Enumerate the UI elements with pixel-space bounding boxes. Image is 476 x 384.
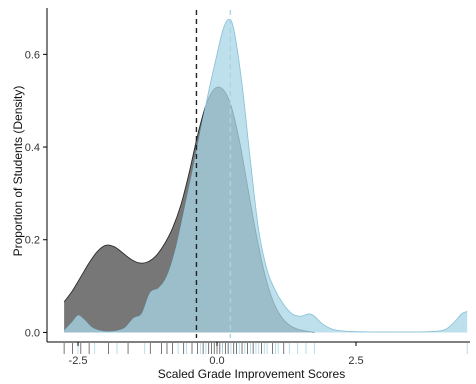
y-tick-label: 0.4 <box>25 142 40 154</box>
y-tick-label: 0.6 <box>25 49 40 61</box>
axes-layer <box>46 8 470 343</box>
rug-layer <box>63 343 468 354</box>
density-area-2 <box>64 19 468 333</box>
density-curve-2 <box>63 18 468 333</box>
x-tick-label: 0.0 <box>209 355 224 367</box>
y-tick-label: 0.0 <box>25 327 40 339</box>
ticks-layer: 0.0 0.2 0.4 0.6 -2.5 0.0 2.5 <box>25 49 364 367</box>
y-axis-title: Proportion of Students (Density) <box>11 86 25 257</box>
series-layer <box>63 18 468 333</box>
y-tick-label: 0.2 <box>25 235 40 247</box>
x-tick-label: 2.5 <box>348 355 363 367</box>
x-axis-title: Scaled Grade Improvement Scores <box>158 367 345 381</box>
x-tick-label: -2.5 <box>69 355 88 367</box>
reference-line-layer <box>195 10 232 338</box>
